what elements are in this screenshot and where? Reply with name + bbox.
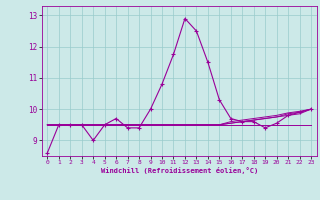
X-axis label: Windchill (Refroidissement éolien,°C): Windchill (Refroidissement éolien,°C) [100,167,258,174]
